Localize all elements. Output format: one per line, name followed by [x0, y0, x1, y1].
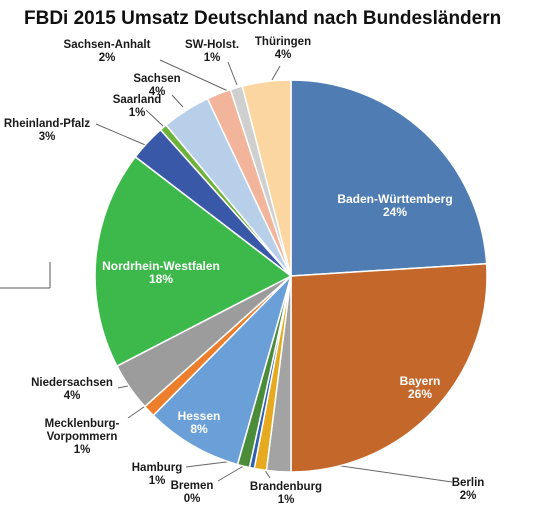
slice-name-label: Mecklenburg-	[45, 418, 120, 430]
slice-label-bayern: Bayern 26%	[400, 374, 441, 401]
slice-value-label: 18%	[149, 272, 173, 286]
leader-line-thueringen	[271, 65, 281, 81]
leader-line-niedersachsen	[117, 385, 129, 389]
leader-line-sw-holst	[227, 61, 238, 86]
slice-label-thueringen: Thüringen 4%	[255, 36, 311, 61]
slice-name-label: Bayern	[400, 374, 441, 388]
leader-line-sachsen	[171, 94, 184, 108]
slice-label-nordrhein-westfalen: Nordrhein-Westfalen 18%	[102, 259, 220, 286]
slice-label-sw-holst: SW-Holst. 1%	[185, 39, 239, 64]
slice-name-label: Hessen	[178, 409, 221, 423]
slice-name-label: Nordrhein-Westfalen	[102, 259, 220, 273]
slice-name-label: Vorpommern	[47, 431, 118, 443]
leader-line-sachsen-anhalt	[159, 59, 229, 92]
slice-label-saarland: Saarland 1%	[113, 94, 162, 119]
slice-label-brandenburg: Brandenburg 1%	[250, 481, 322, 506]
leader-line-saarland	[145, 109, 164, 127]
slice-value-label: 2%	[460, 490, 477, 502]
pie-slices	[94, 79, 488, 473]
slice-value-label: 8%	[190, 422, 208, 436]
slice-label-rheinland-pfalz: Rheinland-Pfalz 3%	[4, 118, 91, 143]
slice-name-label: SW-Holst.	[185, 39, 239, 51]
slice-value-label: 3%	[39, 131, 56, 143]
slice-label-niedersachsen: Niedersachsen 4%	[31, 377, 113, 402]
slice-name-label: Sachsen	[133, 73, 180, 85]
slice-value-label: 4%	[149, 86, 166, 98]
slice-value-label: 2%	[99, 52, 116, 64]
slice-label-bremen: Bremen 0%	[171, 480, 214, 505]
slice-label-sachsen-anhalt: Sachsen-Anhalt 2%	[64, 39, 151, 64]
slice-name-label: Rheinland-Pfalz	[4, 118, 91, 130]
slice-label-mecklenburg-vorpommern: Mecklenburg-Vorpommern 1%	[45, 418, 120, 456]
slice-name-label: Thüringen	[255, 36, 311, 48]
slice-label-berlin: Berlin 2%	[452, 477, 485, 502]
pie-slice-bayern	[290, 262, 488, 473]
slice-value-label: 1%	[204, 52, 221, 64]
slice-name-label: Sachsen-Anhalt	[64, 39, 151, 51]
slice-name-label: Baden-Württemberg	[337, 192, 452, 206]
slice-value-label: 1%	[149, 475, 166, 487]
slice-value-label: 0%	[184, 493, 201, 505]
pie-slice-thueringen	[241, 79, 292, 277]
slice-value-label: 24%	[383, 205, 407, 219]
slice-name-label: Brandenburg	[250, 481, 322, 493]
slice-name-label: Bremen	[171, 480, 214, 492]
slice-value-label: 26%	[408, 387, 432, 401]
slice-value-label: 4%	[275, 49, 292, 61]
slice-labels: Baden-Württemberg 24%Bayern 26%Berlin 2%Bra…	[4, 36, 484, 506]
slice-name-label: Berlin	[452, 477, 485, 489]
chart-title: FBDi 2015 Umsatz Deutschland nach Bundes…	[24, 8, 501, 29]
slice-label-baden-wuerttemberg: Baden-Württemberg 24%	[337, 192, 452, 219]
slice-value-label: 1%	[278, 494, 295, 506]
slice-value-label: 1%	[129, 107, 146, 119]
slice-label-hessen: Hessen 8%	[178, 409, 221, 436]
slice-label-sachsen: Sachsen 4%	[133, 73, 180, 98]
pie-slice-nordrhein-westfalen	[94, 155, 293, 368]
slice-value-label: 4%	[64, 390, 81, 402]
pie-slice-baden-wuerttemberg	[290, 79, 488, 277]
pie-slice-hessen	[152, 275, 292, 466]
slice-label-hamburg: Hamburg 1%	[132, 462, 182, 487]
leader-line-rheinland-pfalz	[95, 123, 151, 148]
slice-name-label: Saarland	[113, 94, 162, 106]
slice-value-label: 1%	[74, 444, 91, 456]
slice-name-label: Hamburg	[132, 462, 182, 474]
slice-name-label: Niedersachsen	[31, 377, 113, 389]
